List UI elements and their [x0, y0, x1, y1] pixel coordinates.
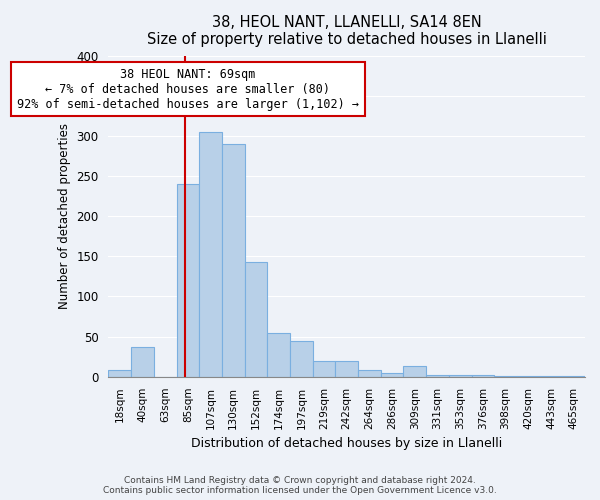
- Bar: [449, 375, 472, 377]
- Bar: [245, 262, 268, 377]
- Text: Contains HM Land Registry data © Crown copyright and database right 2024.
Contai: Contains HM Land Registry data © Crown c…: [103, 476, 497, 495]
- Bar: [358, 370, 381, 377]
- Text: 38 HEOL NANT: 69sqm
← 7% of detached houses are smaller (80)
92% of semi-detache: 38 HEOL NANT: 69sqm ← 7% of detached hou…: [17, 68, 359, 110]
- Bar: [131, 347, 154, 377]
- Bar: [290, 342, 313, 377]
- Bar: [381, 373, 403, 377]
- Bar: [199, 132, 222, 377]
- Y-axis label: Number of detached properties: Number of detached properties: [58, 123, 71, 309]
- Bar: [539, 376, 562, 377]
- Bar: [335, 361, 358, 377]
- Bar: [562, 376, 585, 377]
- Bar: [472, 375, 494, 377]
- Bar: [403, 366, 426, 377]
- X-axis label: Distribution of detached houses by size in Llanelli: Distribution of detached houses by size …: [191, 437, 502, 450]
- Bar: [109, 370, 131, 377]
- Bar: [268, 332, 290, 377]
- Bar: [313, 361, 335, 377]
- Bar: [494, 376, 517, 377]
- Bar: [517, 376, 539, 377]
- Bar: [426, 375, 449, 377]
- Bar: [176, 184, 199, 377]
- Bar: [222, 144, 245, 377]
- Title: 38, HEOL NANT, LLANELLI, SA14 8EN
Size of property relative to detached houses i: 38, HEOL NANT, LLANELLI, SA14 8EN Size o…: [147, 15, 547, 48]
